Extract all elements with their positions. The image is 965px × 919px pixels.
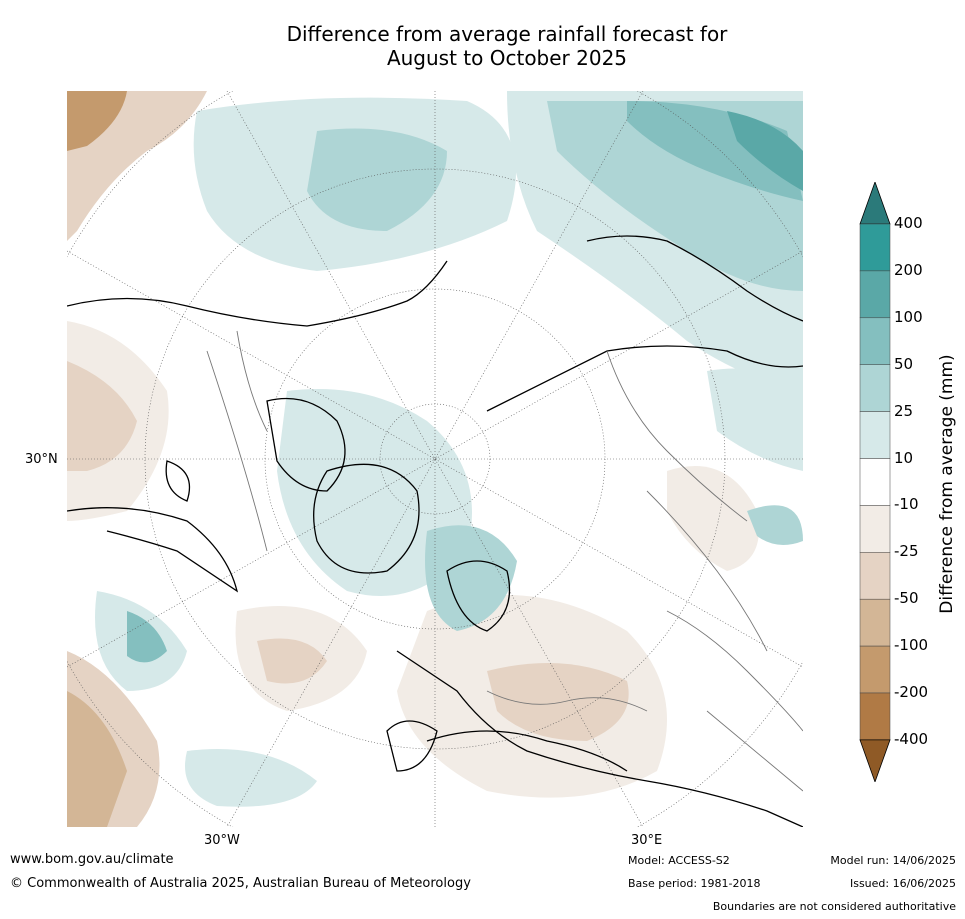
coast-europe bbox=[396, 650, 803, 827]
latitude-label: 30°N bbox=[25, 452, 58, 467]
wet-region-east-asia bbox=[707, 368, 803, 471]
coast-greenland bbox=[313, 463, 420, 574]
wet-region-arctic bbox=[277, 389, 472, 596]
colorbar-box bbox=[859, 505, 891, 553]
colorbar-box bbox=[859, 692, 891, 741]
colorbar-tick-label: -100 bbox=[894, 636, 929, 655]
wet-region-subtropical-atlantic bbox=[185, 749, 317, 807]
base-period: Base period: 1981-2018 bbox=[628, 877, 761, 890]
colorbar bbox=[859, 182, 891, 782]
boundaries-disclaimer: Boundaries are not considered authoritat… bbox=[712, 900, 956, 913]
wet-region-atlantic-west-mid bbox=[127, 611, 167, 663]
title-line-1: Difference from average rainfall forecas… bbox=[286, 22, 728, 46]
dry-region-atlantic-core bbox=[257, 638, 327, 684]
longitude-label-west: 30°W bbox=[204, 833, 240, 848]
coast-hudson bbox=[165, 460, 191, 502]
dry-region-northwest-core bbox=[67, 91, 127, 151]
colorbar-tick-label: -200 bbox=[894, 683, 929, 701]
colorbar-arrow-top bbox=[859, 182, 891, 225]
colorbar-box bbox=[859, 458, 891, 506]
colorbar-tick-label: -50 bbox=[894, 589, 919, 608]
colorbar-box bbox=[859, 598, 891, 647]
wet-region-north-pacific-east-peak bbox=[727, 111, 803, 191]
coast-east-asia bbox=[586, 235, 803, 322]
dry-region-europe-core bbox=[487, 663, 629, 741]
polar-rainfall-map bbox=[67, 91, 803, 827]
issued-date: Issued: 16/06/2025 bbox=[849, 877, 956, 890]
colorbar-box bbox=[859, 364, 891, 412]
longitude-label-east: 30°E bbox=[631, 833, 663, 848]
dry-region-asia bbox=[667, 466, 759, 571]
coastlines bbox=[67, 235, 803, 827]
coast-north-america bbox=[67, 507, 239, 593]
colorbar-arrow-bottom bbox=[859, 739, 891, 782]
coast-scandinavia bbox=[446, 560, 511, 632]
copyright-text: © Commonwealth of Australia 2025, Austra… bbox=[10, 876, 471, 891]
colorbar-tick-label: -10 bbox=[894, 495, 919, 514]
colorbar-title: Difference from average (mm) bbox=[937, 354, 957, 614]
colorbar-box bbox=[859, 552, 891, 600]
colorbar-box bbox=[859, 317, 891, 365]
colorbar-box bbox=[859, 270, 891, 319]
colorbar-box bbox=[859, 411, 891, 459]
model-run-date: Model run: 14/06/2025 bbox=[830, 854, 956, 867]
title-line-2: August to October 2025 bbox=[386, 46, 628, 70]
wet-region-greenland-sea bbox=[425, 525, 517, 631]
colorbar-tick-label: 200 bbox=[894, 260, 923, 279]
model-name: Model: ACCESS-S2 bbox=[628, 854, 730, 867]
colorbar-tick-label: 10 bbox=[894, 448, 914, 467]
colorbar-tick-label: 400 bbox=[894, 214, 923, 232]
coast-arctic-islands bbox=[266, 397, 346, 492]
chart-title: Difference from average rainfall forecas… bbox=[0, 22, 965, 70]
coast-alaska bbox=[67, 260, 448, 327]
coast-mediterranean bbox=[426, 730, 628, 772]
website-link[interactable]: www.bom.gov.au/climate bbox=[10, 852, 174, 867]
colorbar-box bbox=[859, 645, 891, 694]
wet-region-north-pacific-mid bbox=[307, 128, 447, 231]
graticule bbox=[67, 91, 803, 827]
dry-region-west-core bbox=[67, 361, 137, 471]
colorbar-tick-label: -400 bbox=[894, 729, 929, 748]
coast-iberia bbox=[386, 720, 438, 772]
dry-region-southwest-core bbox=[67, 691, 127, 827]
wet-region-southeast-asia bbox=[747, 505, 803, 545]
colorbar-box bbox=[859, 223, 891, 272]
coast-siberia bbox=[486, 345, 803, 412]
colorbar-tick-label: 25 bbox=[894, 401, 914, 420]
country-boundaries bbox=[206, 330, 803, 792]
colorbar-tick-label: 100 bbox=[894, 307, 923, 326]
colorbar-tick-label: 50 bbox=[894, 354, 914, 373]
colorbar-tick-label: -25 bbox=[894, 542, 919, 561]
